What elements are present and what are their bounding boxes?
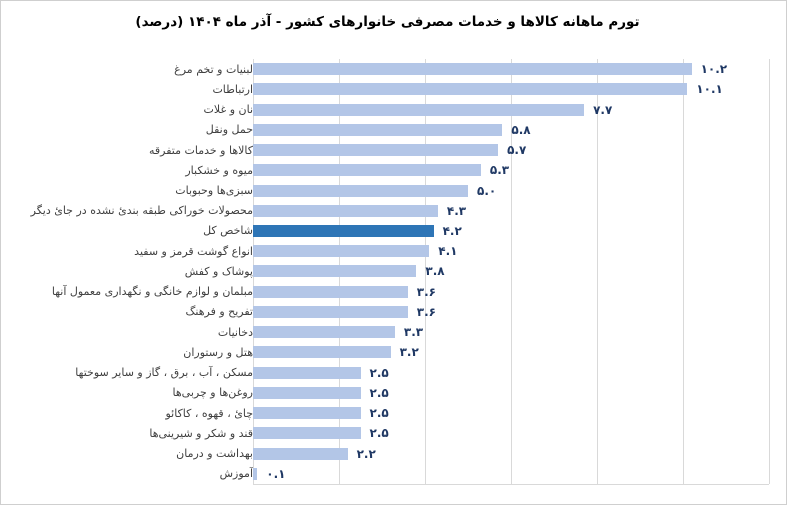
- category-label: حمل ونقل: [205, 123, 253, 137]
- chart-row: ۴.۳: [253, 201, 769, 221]
- chart-title: تورم ماهانه کالاها و خدمات مصرفی خانواره…: [135, 14, 640, 30]
- category-label: انواع گوشت قرمز و سفید: [134, 244, 253, 258]
- bar: [253, 366, 361, 379]
- gridline: [597, 59, 598, 484]
- category-label: پوشاک و کفش: [184, 264, 253, 278]
- gridline: [425, 59, 426, 484]
- chart-row: ۲.۵: [253, 403, 769, 423]
- gridline: [683, 59, 684, 484]
- category-axis: لبنیات و تخم مرغ ارتباطات نان و غلات حمل ون…: [1, 59, 253, 484]
- chart-row: ۰.۱: [253, 464, 769, 484]
- value-label: ۳.۶: [416, 304, 437, 319]
- value-label: ۳.۶: [416, 284, 437, 299]
- bar: [253, 103, 585, 116]
- gridline: [769, 59, 770, 484]
- category-label: لبنیات و تخم مرغ: [174, 62, 253, 76]
- category-label: آموزش: [219, 467, 253, 481]
- category-label: چائ ، قهوه ، کاکائو: [165, 406, 253, 420]
- bar: [253, 123, 503, 136]
- value-label: ۵.۷: [507, 143, 527, 158]
- category-label: بهداشت و درمان: [176, 447, 253, 461]
- value-label: ۲.۵: [369, 385, 389, 400]
- chart-row: ۳.۶: [253, 282, 769, 302]
- chart-row: ۵.۸: [253, 120, 769, 140]
- value-label: ۳.۸: [425, 264, 445, 279]
- chart-row: ۴.۱: [253, 241, 769, 261]
- bar: [253, 407, 361, 420]
- category-label: ارتباطات: [212, 82, 253, 96]
- value-label: ۳.۲: [399, 345, 419, 360]
- bar: [253, 164, 481, 177]
- category-label: تفریح و فرهنگ: [185, 305, 253, 319]
- bar-chart: لبنیات و تخم مرغ ارتباطات نان و غلات حمل ون…: [1, 59, 786, 485]
- bar: [253, 346, 391, 359]
- category-label: مسکن ، آب ، برق ، گاز و سایر سوختها: [75, 366, 253, 380]
- value-label: ۵.۰: [477, 183, 497, 198]
- value-label: ۳.۳: [403, 325, 424, 340]
- value-label: ۷.۷: [593, 102, 613, 117]
- bar: [253, 386, 361, 399]
- category-label: شاخص کل: [203, 224, 253, 238]
- value-label: ۴.۱: [438, 244, 458, 259]
- value-label: ۵.۳: [489, 163, 510, 178]
- chart-row: ۳.۲: [253, 342, 769, 362]
- value-label: ۱۰.۲: [700, 62, 728, 77]
- value-label: ۲.۵: [369, 426, 389, 441]
- chart-row: ۴.۲: [253, 221, 769, 241]
- chart-row: ۳.۳: [253, 322, 769, 342]
- chart-row: ۵.۰: [253, 180, 769, 200]
- chart-row: ۲.۵: [253, 363, 769, 383]
- category-label: قند و شکر و شیرینی‌ها: [149, 426, 253, 440]
- chart-row: ۱۰.۱: [253, 79, 769, 99]
- chart-row: ۷.۷: [253, 99, 769, 119]
- bar: [253, 467, 258, 480]
- bar: [253, 184, 468, 197]
- bar: [253, 265, 417, 278]
- category-label: نان و غلات: [203, 103, 253, 117]
- value-label: ۲.۲: [356, 446, 376, 461]
- chart-row: ۵.۳: [253, 160, 769, 180]
- category-label: روغن‌ها و چربی‌ها: [172, 386, 253, 400]
- chart-row: ۲.۵: [253, 383, 769, 403]
- value-label: ۵.۸: [511, 122, 531, 137]
- bar: [253, 144, 499, 157]
- category-label: کالاها و خدمات متفرقه: [149, 143, 253, 157]
- value-label: ۲.۵: [369, 365, 389, 380]
- category-label: سبزی‌ها وحبوبات: [175, 184, 253, 198]
- gridline: [511, 59, 512, 484]
- chart-row: ۱۰.۲: [253, 59, 769, 79]
- category-label: میوه و خشکبار: [185, 163, 253, 177]
- value-label: ۰.۱: [266, 466, 286, 481]
- value-label: ۱۰.۱: [696, 82, 723, 97]
- bar: [253, 63, 692, 76]
- bar: [253, 447, 348, 460]
- bar: [253, 326, 395, 339]
- bar: [253, 285, 408, 298]
- chart-row: ۵.۷: [253, 140, 769, 160]
- bar: [253, 245, 430, 258]
- bar-highlight: [253, 224, 434, 237]
- value-label: ۲.۵: [369, 406, 389, 421]
- chart-row: ۳.۸: [253, 261, 769, 281]
- bar: [253, 83, 688, 96]
- value-label: ۴.۳: [446, 203, 467, 218]
- category-label: مبلمان و لوازم خانگی و نگهداری معمول آنه…: [51, 285, 253, 299]
- chart-row: ۲.۲: [253, 443, 769, 463]
- bar: [253, 204, 438, 217]
- category-label: هتل و رستوران: [183, 345, 253, 359]
- value-label: ۴.۲: [442, 223, 462, 238]
- category-label: محصولات خوراکی طبقه بندئ نشده در جائ دیگ…: [30, 204, 253, 218]
- chart-row: ۲.۵: [253, 423, 769, 443]
- bar-rows: ۱۰.۲ ۱۰.۱ ۷.۷ ۵.۸ ۵.۷ ۵.۳ ۵.۰ ۴.۳ ۴.۲ ۴.۱ ۳.۸ ۳.۶ ۳.…: [253, 59, 769, 484]
- category-label: دخانیات: [217, 325, 253, 339]
- bar: [253, 427, 361, 440]
- chart-row: ۳.۶: [253, 302, 769, 322]
- bar: [253, 305, 408, 318]
- plot-area: ۱۰.۲ ۱۰.۱ ۷.۷ ۵.۸ ۵.۷ ۵.۳ ۵.۰ ۴.۳ ۴.۲ ۴.۱ ۳.۸ ۳.۶ ۳.…: [253, 59, 770, 485]
